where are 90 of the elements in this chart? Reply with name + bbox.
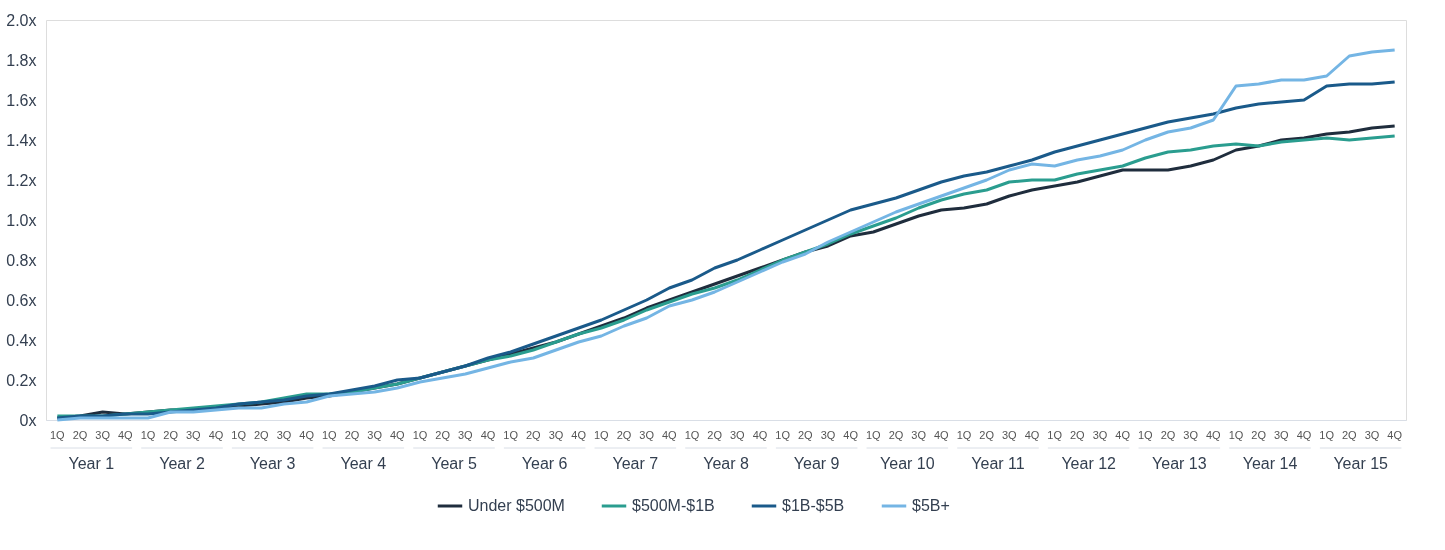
x-tick-label: 3Q bbox=[1092, 429, 1108, 441]
x-tick-label: 2Q bbox=[1341, 429, 1358, 441]
x-tick-label: 2Q bbox=[1069, 429, 1086, 441]
text: Year 2 bbox=[159, 455, 205, 472]
x-tick-label: 1Q bbox=[593, 429, 610, 441]
x-tick-label: 2Q bbox=[253, 429, 270, 441]
x-tick-label: 3Q bbox=[1364, 429, 1380, 441]
legend-label: $1B-$5B bbox=[782, 497, 845, 514]
x-tick-label: 3Q bbox=[185, 429, 202, 441]
y-tick-label: 1.2x bbox=[6, 171, 37, 189]
x-tick-label: 3Q bbox=[457, 429, 474, 441]
x-tick-label: 4Q bbox=[661, 429, 678, 441]
x-tick-label: 1Q bbox=[1319, 429, 1335, 441]
x-tick-label: 3Q bbox=[729, 429, 746, 441]
x-tick-label: 4Q bbox=[389, 429, 406, 441]
text: Year 7 bbox=[612, 455, 659, 472]
x-tick-label: 2Q bbox=[1251, 429, 1267, 441]
x-tick-label: 1Q bbox=[1228, 429, 1244, 441]
x-tick-label: 2Q bbox=[525, 429, 542, 441]
y-tick-label: 1.0x bbox=[6, 211, 37, 229]
x-tick-label: 4Q bbox=[1387, 429, 1403, 441]
x-tick-label: 3Q bbox=[95, 429, 111, 441]
y-tick-label: 0.4x bbox=[6, 331, 37, 349]
text: Year 4 bbox=[340, 455, 387, 472]
x-tick-label: 3Q bbox=[276, 429, 292, 441]
x-tick-label: 3Q bbox=[911, 429, 927, 441]
x-tick-label: 1Q bbox=[231, 429, 247, 441]
x-tick-label: 1Q bbox=[684, 429, 700, 441]
x-tick-label: 1Q bbox=[503, 429, 519, 441]
x-tick-label: 2Q bbox=[707, 429, 723, 441]
y-tick-label: 1.6x bbox=[6, 91, 37, 109]
x-tick-label: 2Q bbox=[616, 429, 632, 441]
x-tick-label: 4Q bbox=[933, 429, 950, 441]
x-tick-label: 4Q bbox=[299, 429, 315, 441]
text: Year 3 bbox=[249, 455, 296, 472]
text: Year 6 bbox=[521, 455, 568, 472]
y-tick-label: 2.0x bbox=[6, 11, 37, 29]
text: Year 14 bbox=[1242, 455, 1298, 472]
x-tick-label: 2Q bbox=[344, 429, 360, 441]
x-tick-label: 2Q bbox=[979, 429, 995, 441]
x-tick-label: 4Q bbox=[1024, 429, 1040, 441]
x-tick-label: 3Q bbox=[820, 429, 836, 441]
text: Year 11 bbox=[971, 455, 1025, 472]
legend-label: $5B+ bbox=[912, 497, 950, 514]
x-tick-label: 3Q bbox=[1001, 429, 1018, 441]
x-tick-label: 3Q bbox=[1273, 429, 1290, 441]
x-tick-label: 2Q bbox=[435, 429, 451, 441]
x-tick-label: 2Q bbox=[72, 429, 88, 441]
y-tick-label: 0.2x bbox=[6, 371, 37, 389]
text: Year 15 bbox=[1333, 455, 1389, 472]
x-tick-label: 1Q bbox=[865, 429, 882, 441]
x-tick-label: 4Q bbox=[480, 429, 496, 441]
x-tick-label: 4Q bbox=[117, 429, 134, 441]
text: Year 13 bbox=[1152, 455, 1207, 472]
text: Year 12 bbox=[1061, 455, 1117, 472]
x-tick-label: 2Q bbox=[1160, 429, 1176, 441]
y-tick-label: 0.8x bbox=[6, 251, 37, 269]
x-tick-label: 2Q bbox=[163, 429, 179, 441]
x-tick-label: 4Q bbox=[1205, 429, 1222, 441]
text: Year 8 bbox=[703, 455, 749, 472]
x-tick-label: 1Q bbox=[956, 429, 972, 441]
x-tick-label: 4Q bbox=[571, 429, 587, 441]
y-tick-label: 0.6x bbox=[6, 291, 37, 309]
x-tick-label: 3Q bbox=[639, 429, 655, 441]
y-tick-label: 0x bbox=[19, 411, 37, 429]
x-tick-label: 4Q bbox=[1115, 429, 1131, 441]
x-tick-label: 4Q bbox=[208, 429, 224, 441]
text: Year 9 bbox=[793, 455, 840, 472]
y-tick-label: 1.8x bbox=[6, 51, 37, 69]
x-tick-label: 2Q bbox=[888, 429, 904, 441]
y-tick-label: 1.4x bbox=[6, 131, 37, 149]
x-tick-label: 3Q bbox=[1183, 429, 1199, 441]
x-tick-label: 4Q bbox=[1296, 429, 1312, 441]
x-tick-label: 1Q bbox=[412, 429, 428, 441]
text: Year 1 bbox=[68, 455, 115, 472]
text: Year 10 bbox=[880, 455, 935, 472]
x-tick-label: 1Q bbox=[775, 429, 791, 441]
x-tick-label: 3Q bbox=[367, 429, 383, 441]
text: Year 5 bbox=[431, 455, 477, 472]
x-tick-label: 1Q bbox=[1047, 429, 1063, 441]
legend-label: $500M-$1B bbox=[632, 497, 715, 514]
x-tick-label: 2Q bbox=[797, 429, 814, 441]
x-tick-label: 1Q bbox=[140, 429, 156, 441]
x-tick-label: 1Q bbox=[49, 429, 66, 441]
x-tick-label: 1Q bbox=[1137, 429, 1154, 441]
legend-label: Under $500M bbox=[468, 497, 565, 514]
x-tick-label: 3Q bbox=[548, 429, 564, 441]
x-tick-label: 1Q bbox=[321, 429, 338, 441]
x-tick-label: 4Q bbox=[752, 429, 768, 441]
x-tick-label: 4Q bbox=[843, 429, 859, 441]
